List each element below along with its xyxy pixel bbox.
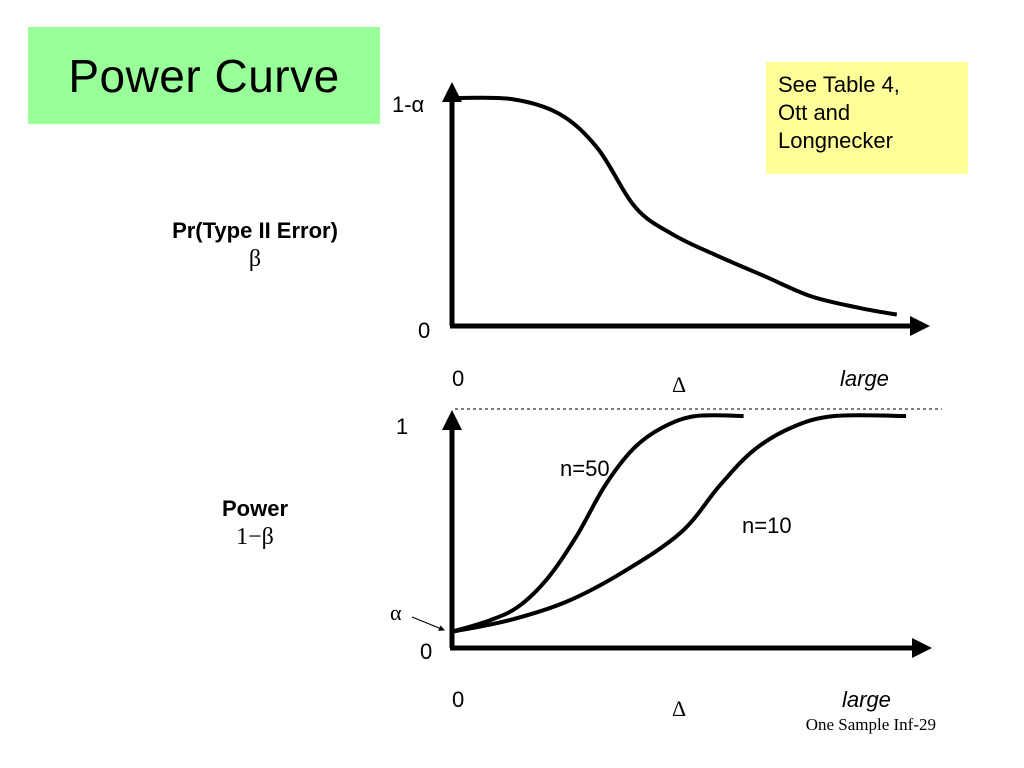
- bottom-chart-y-tick-one: 1: [396, 414, 408, 439]
- note-box: See Table 4, Ott and Longnecker: [766, 62, 968, 174]
- bottom-chart-xlabel: Δ: [672, 696, 686, 721]
- bottom-chart-ylabel-text: Power: [221, 496, 289, 521]
- top-chart-x-tick-zero: 0: [452, 366, 464, 391]
- bottom-chart-y-arrow-icon: [442, 410, 462, 430]
- note-line-3: Longnecker: [778, 128, 893, 153]
- bottom-chart-curve-n10: [451, 413, 907, 634]
- top-chart-beta-curve: [454, 95, 898, 317]
- series-label-n50: n=50: [560, 456, 610, 481]
- top-chart-xlabel: Δ: [672, 372, 686, 397]
- bottom-chart-y-tick-zero: 0: [420, 639, 432, 664]
- top-chart-ylabel-symbol: β: [248, 246, 262, 272]
- top-chart-x-tick-large: large: [840, 366, 889, 391]
- bottom-chart-ylabel: Power 1−β: [200, 495, 310, 551]
- alpha-label: α: [390, 600, 402, 625]
- note-line-2: Ott and: [778, 100, 851, 125]
- top-chart-ylabel-text: Pr(Type II Error): [172, 218, 338, 243]
- top-chart-x-arrow-icon: [910, 316, 930, 336]
- alpha-pointer-arrow: [411, 616, 445, 631]
- bottom-chart-curve-n50: [451, 413, 744, 634]
- slide-footer: One Sample Inf-29: [805, 715, 936, 734]
- bottom-chart-x-tick-zero: 0: [452, 687, 464, 712]
- bottom-chart-x-arrow-icon: [912, 638, 932, 658]
- bottom-chart-x-tick-large: large: [842, 687, 891, 712]
- top-chart-ylabel: Pr(Type II Error) β: [140, 217, 370, 273]
- note-line-1: See Table 4,: [778, 72, 900, 97]
- bottom-chart-ylabel-symbol: 1−β: [236, 524, 274, 550]
- series-label-n10: n=10: [742, 513, 792, 538]
- top-chart-y-tick-high: 1-α: [392, 92, 425, 117]
- bottom-chart: n=50 n=10 1 0 α 0 large Δ: [390, 408, 942, 721]
- top-chart: 1-α 0 0 large Δ: [392, 82, 930, 397]
- slide-title: Power Curve: [68, 49, 340, 102]
- top-chart-y-tick-zero: 0: [418, 318, 430, 343]
- title-box: Power Curve: [28, 27, 380, 124]
